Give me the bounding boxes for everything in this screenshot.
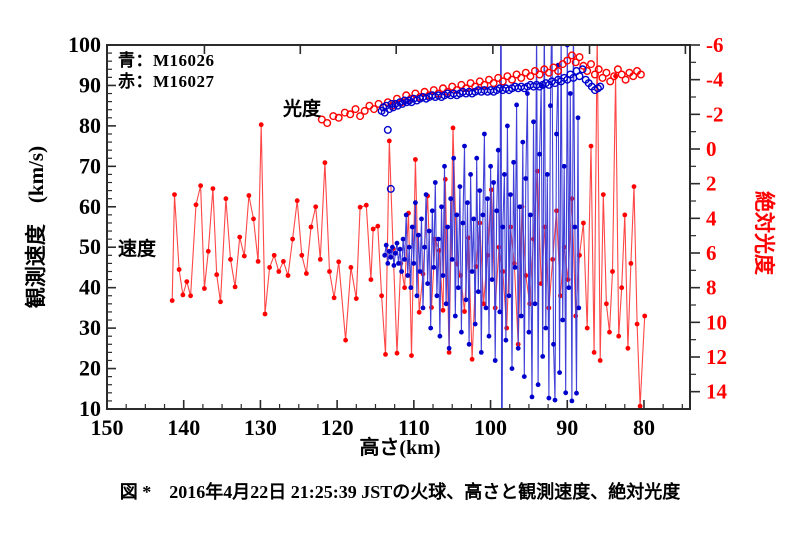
x-tick-label: 150 [91,415,124,440]
y-left-tick-label: 10 [79,396,101,421]
y-left-tick-label: 100 [68,32,101,57]
series-m16026-magnitude [377,65,605,193]
y-right-tick-label: 0 [706,137,717,161]
axis-tick-labels: 150 140 130 120 110 100 90 80100908070605040302… [68,32,728,440]
plot-frame [106,44,691,410]
x-tick-label: 100 [474,415,507,440]
legend-line-blue: 青：M16026 [118,51,215,70]
y-right-tick-label: 12 [706,345,727,369]
figure-caption: 図 * 2016年4月22日 21:25:39 JSTの火球、高さと観測速度、絶… [119,482,681,502]
x-tick-label: 110 [398,415,430,440]
y-right-tick-label: 10 [706,310,727,334]
y-left-tick-label: 80 [79,113,101,138]
y-right-tick-label: -6 [706,33,724,57]
y-left-tick-label: 30 [79,315,101,340]
y-right-tick-label: -2 [706,102,724,126]
y-left-tick-label: 40 [79,275,101,300]
series-m16027-velocity [169,45,648,409]
y-right-tick-label: 6 [706,241,717,265]
x-tick-label: 140 [167,415,200,440]
y-left-tick-label: 50 [79,234,101,259]
y-axis-title-right: 絶対光度 [752,191,777,275]
y-right-tick-label: 14 [706,380,728,404]
y-right-tick-label: 8 [706,276,717,300]
x-tick-label: 120 [321,415,354,440]
y-axis-title-left: 観測速度 (km/s) [23,145,48,309]
x-tick-label: 80 [633,415,655,440]
y-left-tick-label: 90 [79,72,101,97]
y-right-tick-label: 2 [706,172,717,196]
y-left-tick-label: 70 [79,153,101,178]
legend-line-red: 赤：M16027 [118,72,215,91]
velocity-annotation: 速度 [118,239,157,260]
y-left-tick-label: 60 [79,194,101,219]
y-right-tick-label: 4 [706,206,717,230]
y-left-tick-label: 20 [79,356,101,381]
x-tick-label: 90 [556,415,578,440]
plot-area: 150 140 130 120 110 100 90 80100908070605040302… [68,32,728,440]
y-right-tick-label: -4 [706,68,724,92]
x-tick-label: 130 [244,415,277,440]
magnitude-annotation: 光度 [283,99,322,120]
x-axis-title: 高さ(km) [359,437,441,459]
